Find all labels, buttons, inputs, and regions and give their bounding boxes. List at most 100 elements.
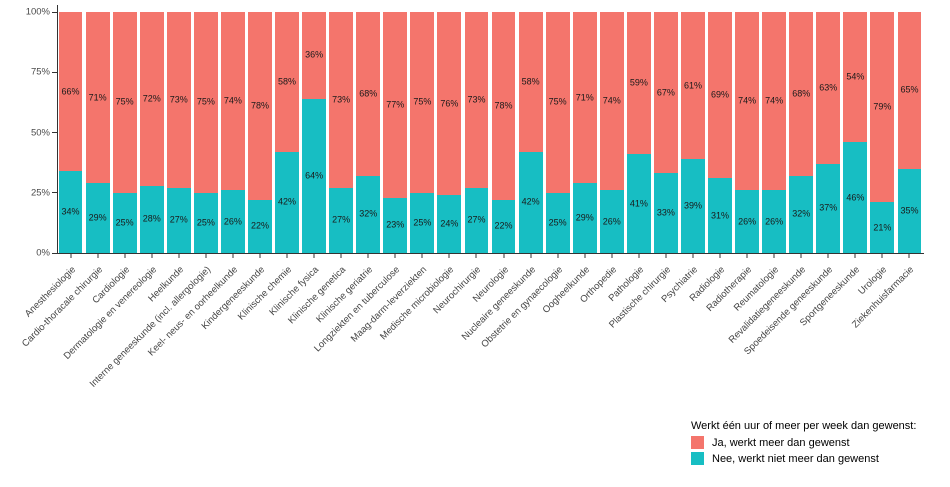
- bar-15: 73% 27%: [463, 12, 490, 253]
- bar-segment: 75%: [112, 12, 137, 193]
- bar-29: 54% 46%: [842, 12, 869, 253]
- bar-20: 74% 26%: [598, 12, 625, 253]
- x-axis-labels: Anesthesiologie Cardio-thoracale chirurgi…: [20, 260, 923, 420]
- bar-segment: 61%: [681, 12, 705, 159]
- segment-value-label: 27%: [332, 214, 351, 225]
- x-tick-mark: [286, 254, 288, 258]
- bar-segment: 32%: [789, 175, 814, 253]
- x-category-label: Klinische chemie: [235, 264, 295, 323]
- y-axis-line: [57, 5, 58, 254]
- bars-container: 66% 34% 71% 29% 75% 25% 72% 28% 73% 27% 75% 25% 74% 2…: [57, 12, 923, 253]
- x-tick-mark: [232, 254, 234, 258]
- segment-value-label: 64%: [305, 170, 324, 181]
- bar-8: 58% 42%: [274, 12, 301, 253]
- x-tick-mark: [827, 254, 829, 258]
- segment-value-label: 27%: [467, 214, 486, 225]
- x-tick-mark: [178, 254, 180, 258]
- segment-value-label: 26%: [738, 216, 757, 227]
- x-tick-mark: [313, 254, 315, 258]
- bar-17: 58% 42%: [517, 12, 544, 253]
- y-tick-label: 75%: [30, 66, 50, 78]
- x-tick-mark: [854, 254, 856, 258]
- bar-9: 36% 64%: [301, 12, 328, 253]
- bar-segment: 63%: [816, 12, 841, 164]
- segment-value-label: 72%: [142, 93, 161, 104]
- x-tick-mark: [881, 254, 883, 258]
- x-category-label: Orthopedie: [577, 264, 619, 306]
- x-tick-mark: [611, 254, 613, 258]
- bar-segment: 29%: [572, 183, 597, 253]
- y-axis-labels: 0% 25% 50% 75% 100%: [0, 7, 50, 259]
- segment-value-label: 75%: [548, 96, 567, 107]
- bar-segment: 26%: [762, 190, 787, 253]
- legend-swatch-ja: [691, 436, 704, 449]
- bar-0: 66% 34%: [57, 12, 84, 253]
- y-axis-tick-marks: [52, 11, 57, 254]
- bar-segment: 68%: [356, 12, 381, 176]
- segment-value-label: 25%: [196, 217, 215, 228]
- segment-value-label: 36%: [305, 49, 324, 60]
- x-category-label: Plastische chirurgie: [606, 264, 673, 331]
- segment-value-label: 25%: [548, 217, 567, 228]
- bar-28: 63% 37%: [815, 12, 842, 253]
- bar-3: 72% 28%: [138, 12, 165, 253]
- bar-4: 73% 27%: [165, 12, 192, 253]
- bar-31: 65% 35%: [896, 12, 923, 253]
- bar-19: 71% 29%: [571, 12, 598, 253]
- segment-value-label: 73%: [467, 94, 486, 105]
- bar-30: 79% 21%: [869, 12, 896, 253]
- bar-segment: 37%: [816, 163, 841, 253]
- bar-2: 75% 25%: [111, 12, 138, 253]
- segment-value-label: 73%: [169, 94, 188, 105]
- segment-value-label: 29%: [88, 212, 107, 223]
- bar-18: 75% 25%: [544, 12, 571, 253]
- segment-value-label: 78%: [250, 100, 269, 111]
- x-category-label: Obstetrie en gynaecologie: [478, 264, 565, 351]
- x-tick-mark: [638, 254, 640, 258]
- x-category-label: Klinische genetica: [286, 264, 349, 327]
- bar-segment: 58%: [275, 12, 299, 152]
- bar-segment: 64%: [302, 98, 327, 253]
- bar-segment: 26%: [735, 190, 760, 253]
- bar-5: 75% 25%: [192, 12, 219, 253]
- x-tick-mark: [205, 254, 207, 258]
- bar-segment: 41%: [626, 154, 651, 253]
- bar-segment: 27%: [166, 187, 191, 253]
- bar-segment: 42%: [275, 151, 299, 253]
- segment-value-label: 32%: [792, 208, 811, 219]
- segment-value-label: 54%: [846, 71, 865, 82]
- bar-10: 73% 27%: [328, 12, 355, 253]
- legend-label-nee: Nee, werkt niet meer dan gewenst: [712, 452, 879, 465]
- segment-value-label: 78%: [494, 100, 513, 111]
- bar-segment: 33%: [653, 173, 678, 253]
- x-category-label: Maag-darm-leverziekten: [349, 264, 430, 345]
- segment-value-label: 46%: [846, 192, 865, 203]
- bar-segment: 73%: [464, 12, 489, 188]
- segment-value-label: 32%: [359, 208, 378, 219]
- segment-value-label: 26%: [602, 216, 621, 227]
- bar-segment: 75%: [193, 12, 218, 193]
- bar-segment: 28%: [139, 185, 164, 253]
- bar-segment: 25%: [112, 192, 137, 253]
- plot-area: 66% 34% 71% 29% 75% 25% 72% 28% 73% 27% 75% 25% 74% 2…: [57, 12, 923, 253]
- segment-value-label: 28%: [142, 213, 161, 224]
- x-category-label: Revalidatiegeneeskunde: [726, 264, 809, 346]
- x-category-label: Oogheelkunde: [540, 264, 592, 316]
- bar-26: 74% 26%: [761, 12, 788, 253]
- segment-value-label: 35%: [900, 205, 919, 216]
- y-tick-label: 25%: [30, 187, 50, 199]
- bar-segment: 27%: [329, 187, 354, 253]
- x-category-label: Pathologie: [606, 264, 646, 304]
- bar-6: 74% 26%: [219, 12, 246, 253]
- segment-value-label: 58%: [278, 76, 297, 87]
- segment-value-label: 68%: [792, 88, 811, 99]
- x-category-label: Longziekten en tuberculose: [312, 264, 403, 355]
- x-tick-mark: [394, 254, 396, 258]
- segment-value-label: 61%: [683, 80, 702, 90]
- bar-16: 78% 22%: [490, 12, 517, 253]
- legend-swatch-nee: [691, 452, 704, 465]
- bar-segment: 54%: [843, 12, 868, 143]
- segment-value-label: 27%: [169, 214, 188, 225]
- x-tick-mark: [908, 254, 910, 258]
